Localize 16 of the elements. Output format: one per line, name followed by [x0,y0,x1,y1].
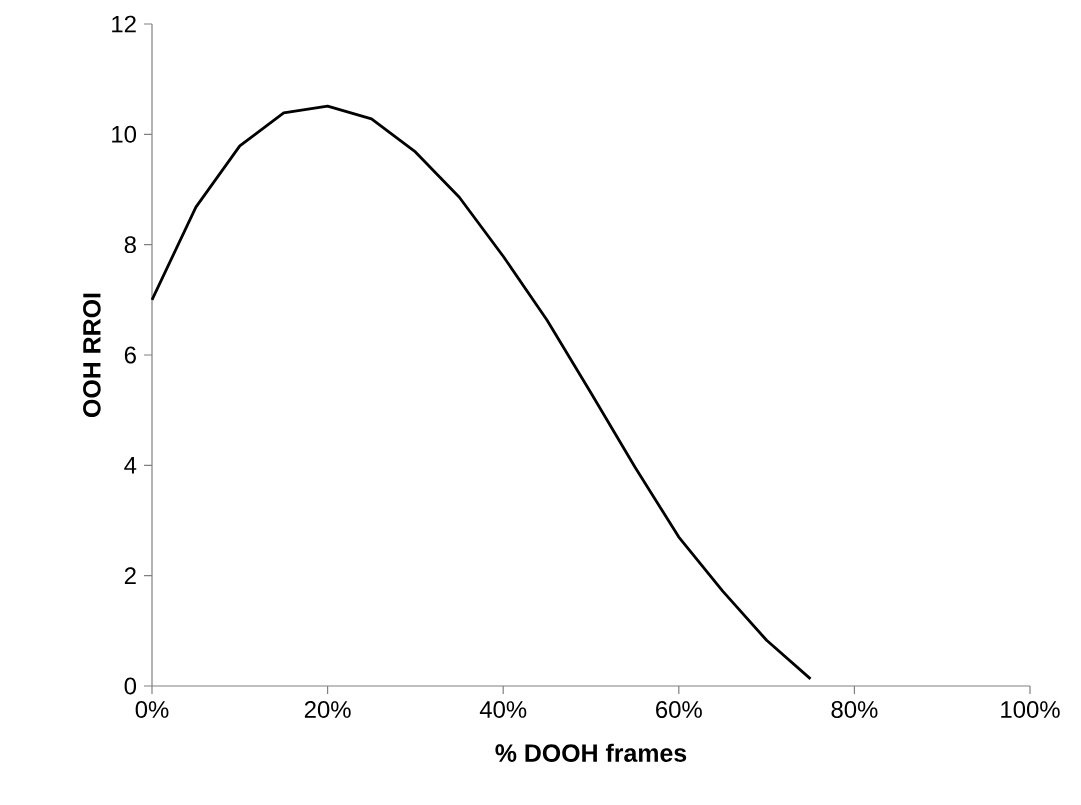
x-tick-label: 20% [304,701,351,718]
y-tick-label: 2 [124,567,136,585]
x-axis-title: % DOOH frames [495,743,687,762]
line-series [150,104,812,681]
y-tick-label: 12 [112,15,136,33]
x-tick-label: 80% [831,701,878,718]
y-tick-label: 6 [124,346,136,364]
x-tick-label: 100% [1001,701,1060,718]
x-tick-label: 60% [656,701,702,718]
y-tick-label: 8 [124,236,136,254]
y-tick-label: 0 [124,677,137,695]
y-axis-title: OOH RROI [83,293,101,417]
y-tick-label: 4 [124,457,137,474]
x-tick-label: 0% [135,701,169,718]
x-tick-label: 40% [479,701,527,718]
y-tick-label: 10 [112,125,137,143]
